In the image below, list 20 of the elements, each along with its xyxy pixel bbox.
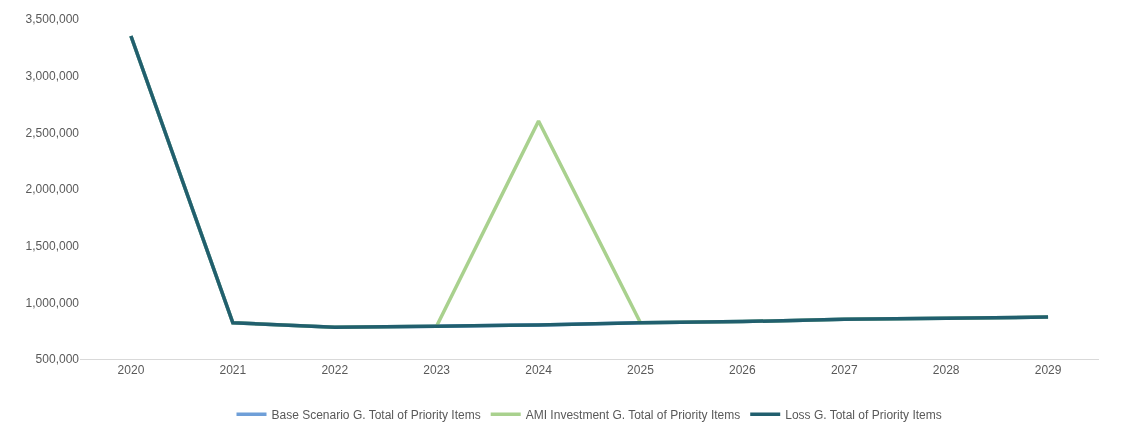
x-tick-label: 2029 xyxy=(1034,363,1062,378)
y-tick-label: 3,000,000 xyxy=(25,68,80,83)
y-tick-label: 3,500,000 xyxy=(25,12,80,27)
x-tick-label: 2028 xyxy=(932,363,960,378)
y-tick-label: 2,000,000 xyxy=(25,182,80,197)
x-tick-label: 2023 xyxy=(423,363,451,378)
x-tick-label: 2026 xyxy=(729,363,757,378)
legend-label: AMI Investment G. Total of Priority Items xyxy=(525,407,741,422)
y-tick-label: 1,500,000 xyxy=(25,238,80,253)
legend-label: Base Scenario G. Total of Priority Items xyxy=(271,407,481,422)
x-tick-label: 2022 xyxy=(321,363,349,378)
y-tick-label: 500,000 xyxy=(35,352,80,367)
x-tick-label: 2027 xyxy=(830,363,858,378)
x-tick-label: 2020 xyxy=(117,363,145,378)
y-tick-label: 1,000,000 xyxy=(25,295,80,310)
x-tick-label: 2025 xyxy=(627,363,655,378)
legend-label: Loss G. Total of Priority Items xyxy=(785,407,942,422)
x-tick-label: 2024 xyxy=(525,363,553,378)
y-tick-label: 2,500,000 xyxy=(25,125,80,140)
x-tick-label: 2021 xyxy=(219,363,247,378)
